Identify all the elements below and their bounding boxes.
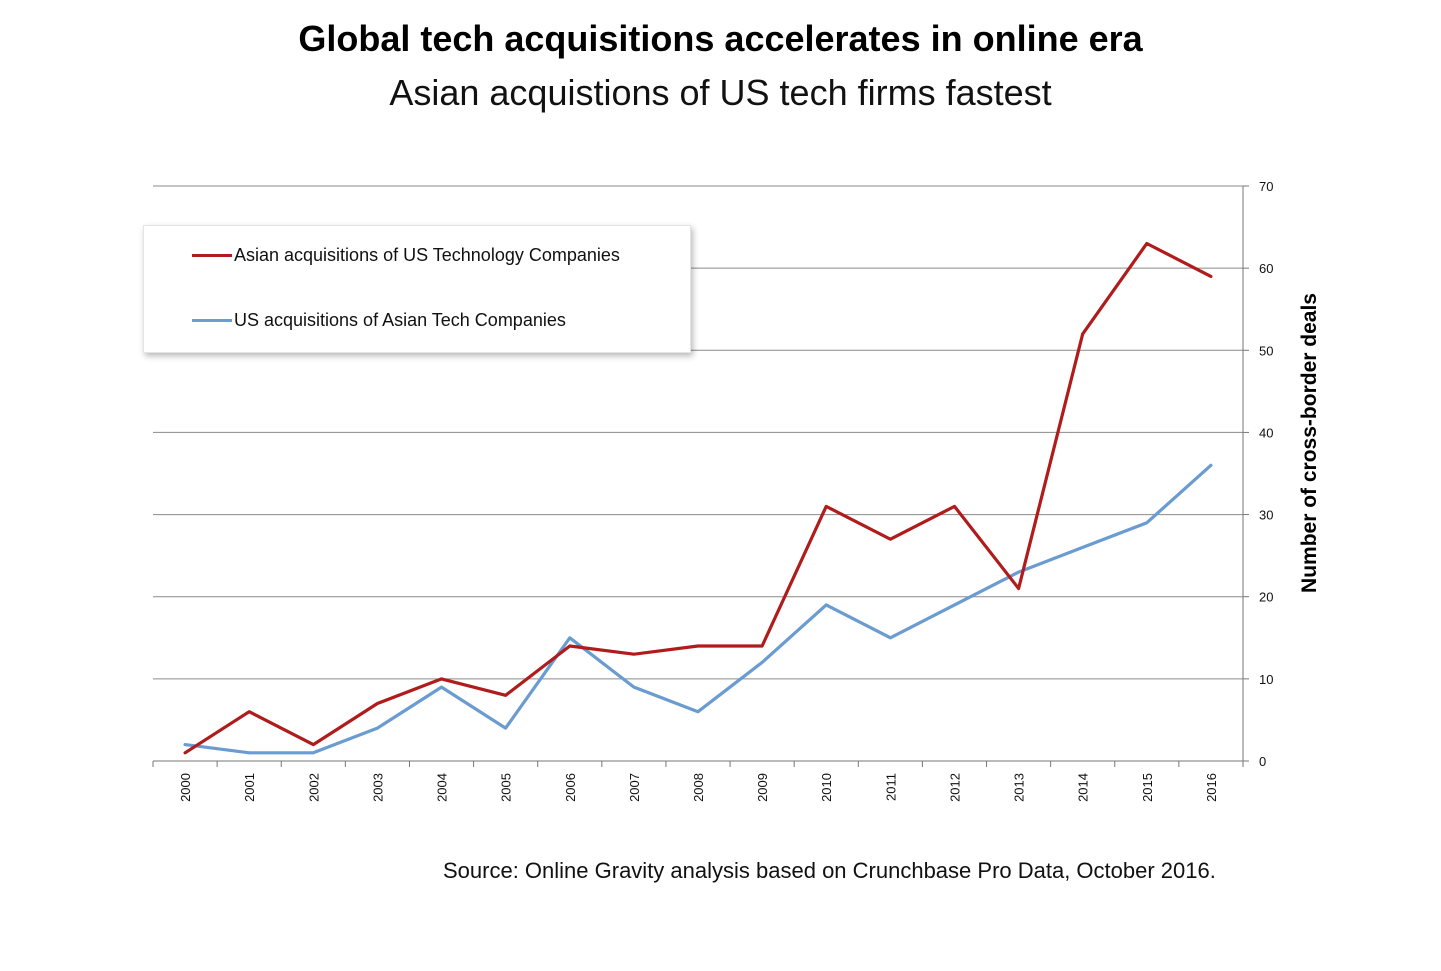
legend-swatch-us	[192, 319, 232, 322]
chart-legend: Asian acquisitions of US Technology Comp…	[143, 225, 691, 353]
x-tick-label: 2001	[242, 773, 257, 802]
x-tick-label: 2002	[306, 773, 321, 802]
x-tick-label: 2012	[947, 773, 962, 802]
legend-label-asian: Asian acquisitions of US Technology Comp…	[234, 245, 620, 265]
x-tick-label: 2005	[499, 773, 514, 802]
series-lines	[183, 241, 1213, 755]
axes	[153, 186, 1244, 762]
x-tick-label: 2011	[883, 773, 898, 801]
x-tick-label: 2007	[627, 773, 642, 802]
x-tick-label: 2004	[435, 773, 450, 802]
y-tick-label: 40	[1259, 425, 1273, 440]
series-line-us-acquisitions	[183, 463, 1213, 755]
x-tick-label: 2008	[691, 773, 706, 802]
source-note: Source: Online Gravity analysis based on…	[443, 858, 1216, 883]
legend-item-asian: Asian acquisitions of US Technology Comp…	[192, 245, 620, 266]
y-tick-label: 20	[1259, 590, 1273, 605]
x-tick-label: 2015	[1140, 773, 1155, 802]
series-line-asian-acquisitions	[183, 241, 1213, 755]
x-axis-ticks: 2000 2001 2002 2003 2004 2005 2006 2007 2008 2009…	[152, 761, 1244, 802]
legend-label-us: US acquisitions of Asian Tech Companies	[234, 310, 566, 330]
y-tick-label: 10	[1259, 672, 1273, 687]
x-tick-label: 2016	[1204, 773, 1219, 802]
x-tick-label: 2000	[178, 773, 193, 802]
legend-swatch-asian	[192, 254, 232, 257]
y-axis-ticks: 0 10 20 30 40 50 60 70	[1243, 179, 1273, 769]
x-tick-label: 2006	[563, 773, 578, 802]
y-tick-label: 0	[1259, 754, 1266, 769]
y-tick-label: 70	[1259, 179, 1273, 194]
x-tick-label: 2010	[819, 773, 834, 802]
x-tick-label: 2009	[755, 773, 770, 802]
y-tick-label: 50	[1259, 343, 1273, 358]
x-tick-label: 2003	[370, 773, 385, 802]
chart-subtitle: Asian acquistions of US tech firms faste…	[389, 72, 1052, 113]
y-tick-label: 30	[1259, 508, 1273, 523]
legend-item-us: US acquisitions of Asian Tech Companies	[192, 310, 566, 331]
y-axis-label: Number of cross-border deals	[1298, 293, 1321, 593]
x-tick-label: 2014	[1076, 773, 1091, 802]
x-tick-label: 2013	[1012, 773, 1027, 802]
y-tick-label: 60	[1259, 261, 1273, 276]
chart-title: Global tech acquisitions accelerates in …	[298, 18, 1143, 59]
